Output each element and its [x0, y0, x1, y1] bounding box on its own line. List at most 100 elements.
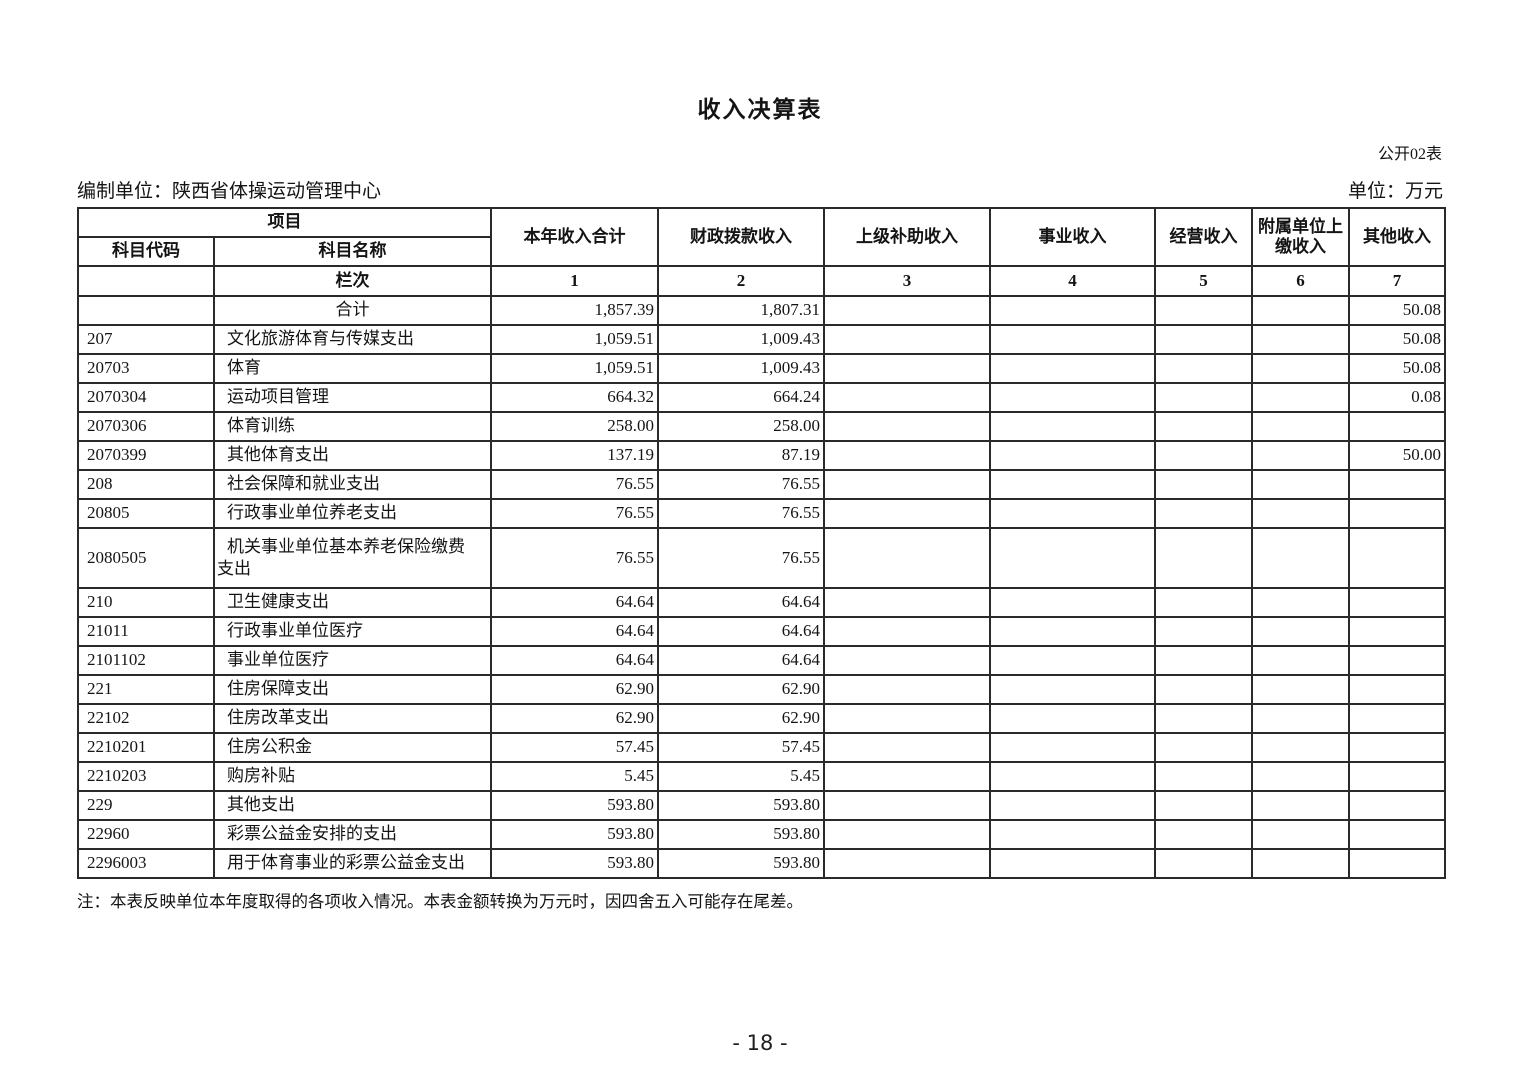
- cell-value: [1154, 295, 1253, 326]
- cell-value: [1348, 411, 1446, 442]
- cell-value: 62.90: [490, 703, 659, 734]
- cell-value: [1154, 703, 1253, 734]
- header-project: 项目: [77, 207, 492, 238]
- table-row: 2080505 机关事业单位基本养老保险缴费 支出 76.55 76.55: [77, 527, 1446, 589]
- cell-value: [1154, 732, 1253, 763]
- cell-subject-name: 文化旅游体育与传媒支出: [213, 324, 492, 355]
- cell-value: [823, 732, 991, 763]
- cell-subject-name: 住房改革支出: [213, 703, 492, 734]
- cell-value: [1348, 761, 1446, 792]
- income-final-accounts-table: 项目 本年收入合计 财政拨款收入 上级补助收入 事业收入 经营收入 附属单位上缴…: [77, 207, 1446, 879]
- cell-value: 50.08: [1348, 353, 1446, 384]
- cell-subject-name: 彩票公益金安排的支出: [213, 819, 492, 850]
- cell-value: 76.55: [657, 498, 825, 529]
- cell-value: [1154, 353, 1253, 384]
- cell-value: 64.64: [657, 645, 825, 676]
- cell-value: [1154, 469, 1253, 500]
- cell-value: [1348, 587, 1446, 618]
- table-row: 207 文化旅游体育与传媒支出 1,059.51 1,009.43 50.08: [77, 324, 1446, 355]
- cell-subject-name: 行政事业单位养老支出: [213, 498, 492, 529]
- cell-subject-name: 购房补贴: [213, 761, 492, 792]
- cell-subject-name: 社会保障和就业支出: [213, 469, 492, 500]
- cell-value: [989, 324, 1156, 355]
- cell-value: [823, 527, 991, 589]
- cell-value: [1348, 790, 1446, 821]
- table-row: 2210201 住房公积金 57.45 57.45: [77, 732, 1446, 763]
- cell-subject-code: 20703: [77, 353, 215, 384]
- cell-value: [823, 616, 991, 647]
- unit-label: 单位：万元: [1347, 181, 1443, 202]
- cell-subject-name: 合计: [213, 295, 492, 326]
- cell-value: 57.45: [657, 732, 825, 763]
- cell-subject-name: 卫生健康支出: [213, 587, 492, 618]
- cell-subject-code: 221: [77, 674, 215, 705]
- cell-value: [989, 732, 1156, 763]
- cell-value: 64.64: [490, 645, 659, 676]
- header-subject-name: 科目名称: [213, 236, 492, 267]
- header-col-total-income: 本年收入合计: [490, 207, 659, 267]
- header-row-project: 项目 本年收入合计 财政拨款收入 上级补助收入 事业收入 经营收入 附属单位上缴…: [77, 207, 1446, 267]
- cell-value: 593.80: [490, 790, 659, 821]
- cell-value: 50.00: [1348, 440, 1446, 471]
- cell-value: [1154, 616, 1253, 647]
- cell-subject-code: 22102: [77, 703, 215, 734]
- cell-subject-code: [77, 295, 215, 326]
- cell-value: [989, 295, 1156, 326]
- cell-value: [1348, 703, 1446, 734]
- header-col-other-income: 其他收入: [1348, 207, 1446, 267]
- cell-value: [1154, 382, 1253, 413]
- cell-value: [1154, 674, 1253, 705]
- cell-value: [1154, 761, 1253, 792]
- cell-value: [989, 587, 1156, 618]
- cell-subject-code: 2070399: [77, 440, 215, 471]
- lanci-empty-cell: [77, 265, 215, 297]
- cell-value: 76.55: [490, 469, 659, 500]
- cell-subject-code: 229: [77, 790, 215, 821]
- cell-value: 593.80: [657, 819, 825, 850]
- cell-value: [1348, 527, 1446, 589]
- header-subject-code: 科目代码: [77, 236, 215, 267]
- cell-value: [823, 411, 991, 442]
- cell-value: [823, 703, 991, 734]
- header-col-operating-income: 经营收入: [1154, 207, 1253, 267]
- cell-value: [989, 411, 1156, 442]
- cell-value: 1,857.39: [490, 295, 659, 326]
- table-row: 2101102 事业单位医疗 64.64 64.64: [77, 645, 1446, 676]
- cell-value: [1251, 616, 1350, 647]
- cell-value: [989, 819, 1156, 850]
- cell-value: 64.64: [657, 587, 825, 618]
- cell-value: 1,807.31: [657, 295, 825, 326]
- cell-value: [989, 498, 1156, 529]
- cell-value: 64.64: [657, 616, 825, 647]
- cell-value: [1348, 819, 1446, 850]
- cell-subject-name: 用于体育事业的彩票公益金支出: [213, 848, 492, 879]
- cell-value: [823, 790, 991, 821]
- cell-value: 1,059.51: [490, 324, 659, 355]
- cell-value: [1154, 790, 1253, 821]
- table-body: 合计 1,857.39 1,807.31 50.08 207 文化旅游体育与传媒支出 1,0…: [77, 295, 1446, 879]
- cell-value: [989, 761, 1156, 792]
- header-col-superior-subsidy: 上级补助收入: [823, 207, 991, 267]
- cell-value: [823, 587, 991, 618]
- footnote: 注：本表反映单位本年度取得的各项收入情况。本表金额转换为万元时，因四舍五入可能存…: [77, 892, 803, 911]
- cell-subject-code: 2080505: [77, 527, 215, 589]
- table-row: 2070304 运动项目管理 664.32 664.24 0.08: [77, 382, 1446, 413]
- cell-subject-code: 208: [77, 469, 215, 500]
- cell-subject-code: 2210203: [77, 761, 215, 792]
- header-col-affiliated-remitted: 附属单位上缴收入: [1251, 207, 1350, 267]
- cell-subject-name: 体育训练: [213, 411, 492, 442]
- page-title: 收入决算表: [697, 97, 823, 122]
- table-row: 21011 行政事业单位医疗 64.64 64.64: [77, 616, 1446, 647]
- cell-value: 76.55: [490, 498, 659, 529]
- cell-value: [989, 382, 1156, 413]
- lanci-number-4: 4: [989, 265, 1156, 297]
- cell-value: [1251, 674, 1350, 705]
- cell-value: 76.55: [490, 527, 659, 589]
- lanci-number-1: 1: [490, 265, 659, 297]
- cell-value: [1348, 674, 1446, 705]
- cell-value: [823, 848, 991, 879]
- header-col-fiscal-appropriation: 财政拨款收入: [657, 207, 825, 267]
- lanci-number-2: 2: [657, 265, 825, 297]
- cell-subject-name: 体育: [213, 353, 492, 384]
- cell-value: [823, 645, 991, 676]
